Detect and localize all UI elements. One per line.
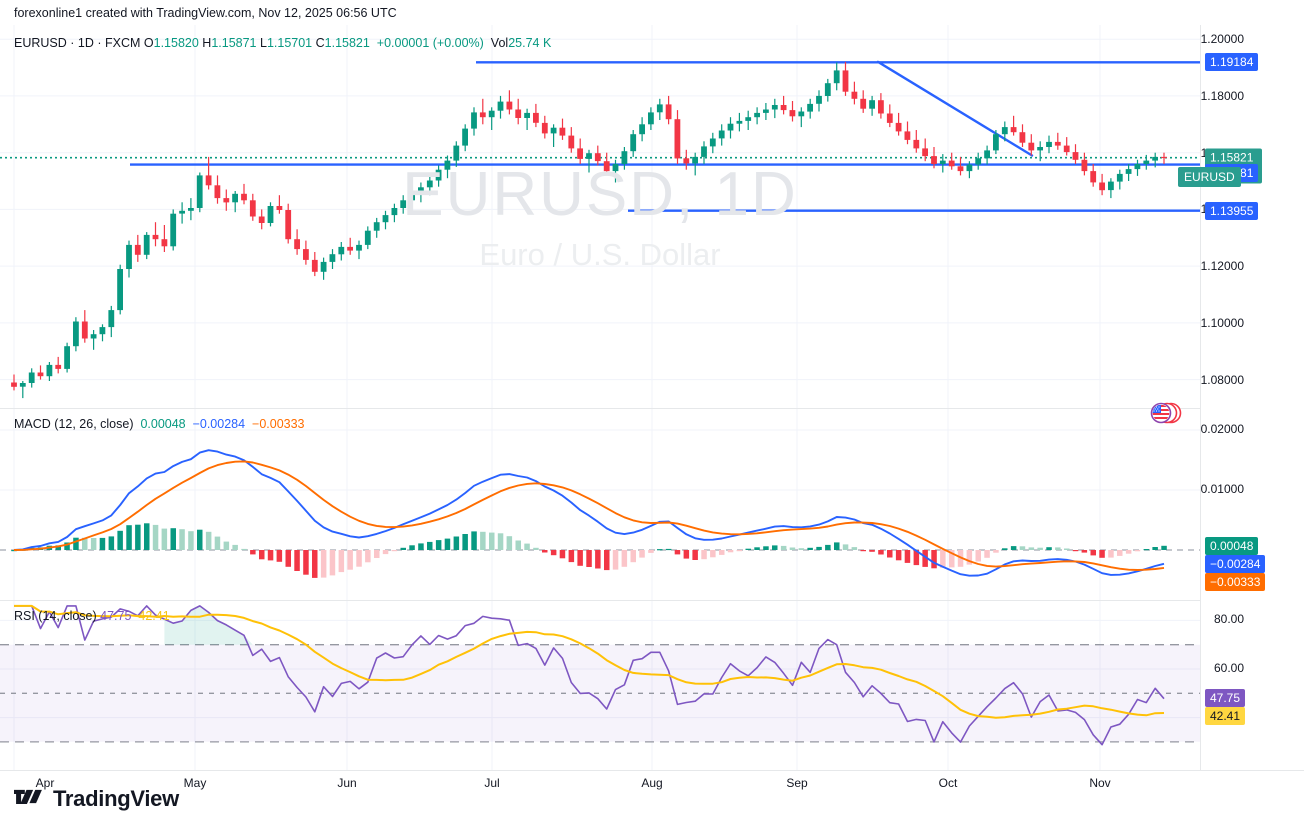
price-plot: [0, 25, 1200, 408]
macd-tick: 0.01000: [1200, 482, 1244, 496]
attribution-text: forexonline1 created with TradingView.co…: [14, 5, 397, 20]
time-tick: Jul: [484, 776, 500, 790]
rsi-value-tag: 47.75: [1205, 688, 1246, 707]
macd-signal-tag: −0.00333: [1205, 573, 1266, 592]
rsi-tick: 60.00: [1213, 661, 1244, 675]
price-tick: 1.18000: [1200, 88, 1244, 103]
time-tick: Apr: [35, 776, 55, 790]
time-tick: Nov: [1089, 776, 1111, 790]
time-tick: May: [183, 776, 207, 790]
price-tick: 1.20000: [1200, 32, 1244, 47]
time-tick: Jun: [337, 776, 357, 790]
currency-pair-flag-icon: [1148, 400, 1184, 426]
macd-hist-tag: 0.00048: [1205, 537, 1259, 556]
time-tick: Oct: [938, 776, 958, 790]
tradingview-footer: TradingView: [14, 786, 179, 812]
price-tick: 1.10000: [1200, 315, 1244, 330]
time-tick: Aug: [641, 776, 663, 790]
price-pane[interactable]: EURUSD, 1D Euro / U.S. Dollar: [0, 25, 1200, 408]
rsi-pane[interactable]: [0, 600, 1200, 771]
attribution-bar: forexonline1 created with TradingView.co…: [0, 0, 1304, 25]
macd-line-tag: −0.00284: [1205, 555, 1266, 574]
rsi-tick: 80.00: [1213, 612, 1244, 627]
price-tick: 1.12000: [1200, 259, 1244, 274]
tradingview-logo-icon: [14, 789, 42, 804]
macd-tick: 0.02000: [1200, 422, 1244, 436]
tradingview-wordmark: TradingView: [53, 786, 179, 811]
rsi-plot: [0, 601, 1200, 771]
level-tag-resistance: 1.19184: [1205, 53, 1259, 72]
level-tag-support-2: 1.13955: [1205, 201, 1259, 220]
time-tick: Sep: [786, 776, 808, 790]
symbol-price-tag: EURUSD: [1178, 167, 1241, 187]
macd-pane[interactable]: [0, 408, 1200, 601]
price-tick: 1.08000: [1200, 372, 1244, 387]
time-axis[interactable]: Apr May Jun Jul Aug Sep Oct Nov: [0, 770, 1304, 797]
chart-container[interactable]: EURUSD, 1D Euro / U.S. Dollar EURUSD · 1…: [0, 25, 1304, 771]
macd-plot: [0, 409, 1200, 601]
rsi-ma-tag: 42.41: [1205, 706, 1246, 725]
price-axis[interactable]: 1.200001.180001.160001.140001.120001.100…: [1200, 25, 1304, 770]
